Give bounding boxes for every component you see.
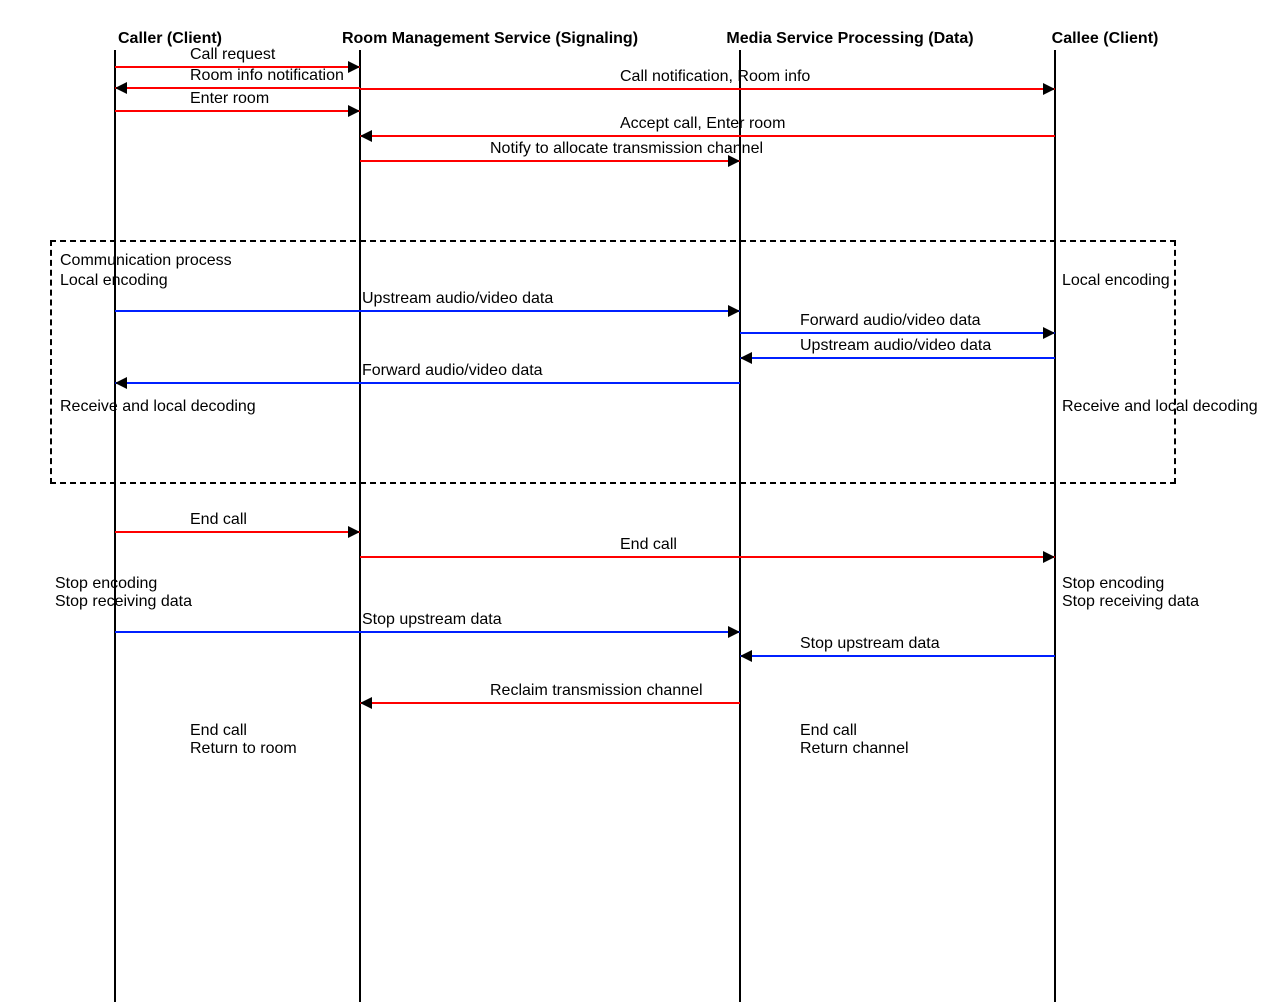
message-label-8: Upstream audio/video data (800, 337, 991, 355)
note-3: Receive and local decoding (60, 398, 256, 416)
actor-media-label: Media Service Processing (Data) (726, 30, 973, 48)
message-line-9 (115, 382, 740, 384)
message-line-1 (115, 87, 360, 89)
communication-process-box (50, 240, 1176, 484)
message-arrowhead-6 (728, 305, 740, 317)
message-line-5 (360, 160, 740, 162)
message-arrowhead-8 (740, 352, 752, 364)
message-label-9: Forward audio/video data (362, 362, 543, 380)
note-4: Receive and local decoding (1062, 398, 1258, 416)
message-label-4: Accept call, Enter room (620, 115, 785, 133)
message-arrowhead-11 (1043, 551, 1055, 563)
lifeline-callee (1054, 50, 1056, 1002)
note-12: Return channel (800, 740, 909, 758)
note-8: Stop receiving data (1062, 593, 1199, 611)
note-9: End call (190, 722, 247, 740)
note-5: Stop encoding (55, 575, 157, 593)
note-1: Local encoding (60, 272, 168, 290)
message-line-7 (740, 332, 1055, 334)
message-label-1: Room info notification (190, 67, 344, 85)
message-label-7: Forward audio/video data (800, 312, 981, 330)
message-line-14 (360, 702, 740, 704)
note-11: End call (800, 722, 857, 740)
message-line-6 (115, 310, 740, 312)
note-0: Communication process (60, 252, 232, 270)
message-label-12: Stop upstream data (362, 611, 502, 629)
lifeline-media (739, 50, 741, 1002)
message-label-5: Notify to allocate transmission channel (490, 140, 763, 158)
message-line-4 (360, 135, 1055, 137)
message-line-8 (740, 357, 1055, 359)
note-6: Stop receiving data (55, 593, 192, 611)
message-line-3 (115, 110, 360, 112)
message-arrowhead-13 (740, 650, 752, 662)
message-arrowhead-1 (115, 82, 127, 94)
message-line-12 (115, 631, 740, 633)
message-line-2 (360, 88, 1055, 90)
message-arrowhead-0 (348, 61, 360, 73)
actor-callee-label: Callee (Client) (1052, 30, 1159, 48)
message-arrowhead-4 (360, 130, 372, 142)
actor-room-label: Room Management Service (Signaling) (342, 30, 638, 48)
lifeline-caller (114, 50, 116, 1002)
message-label-11: End call (620, 536, 677, 554)
message-arrowhead-14 (360, 697, 372, 709)
message-line-11 (360, 556, 1055, 558)
message-label-14: Reclaim transmission channel (490, 682, 703, 700)
message-label-0: Call request (190, 46, 275, 64)
message-arrowhead-3 (348, 105, 360, 117)
message-label-6: Upstream audio/video data (362, 290, 553, 308)
message-arrowhead-2 (1043, 83, 1055, 95)
note-10: Return to room (190, 740, 297, 758)
message-label-10: End call (190, 511, 247, 529)
message-label-13: Stop upstream data (800, 635, 940, 653)
message-arrowhead-9 (115, 377, 127, 389)
message-line-10 (115, 531, 360, 533)
message-arrowhead-12 (728, 626, 740, 638)
message-label-3: Enter room (190, 90, 269, 108)
message-arrowhead-7 (1043, 327, 1055, 339)
note-7: Stop encoding (1062, 575, 1164, 593)
message-label-2: Call notification, Room info (620, 68, 810, 86)
sequence-diagram: Caller (Client)Room Management Service (… (0, 0, 1280, 1002)
message-line-13 (740, 655, 1055, 657)
note-2: Local encoding (1062, 272, 1170, 290)
message-arrowhead-10 (348, 526, 360, 538)
